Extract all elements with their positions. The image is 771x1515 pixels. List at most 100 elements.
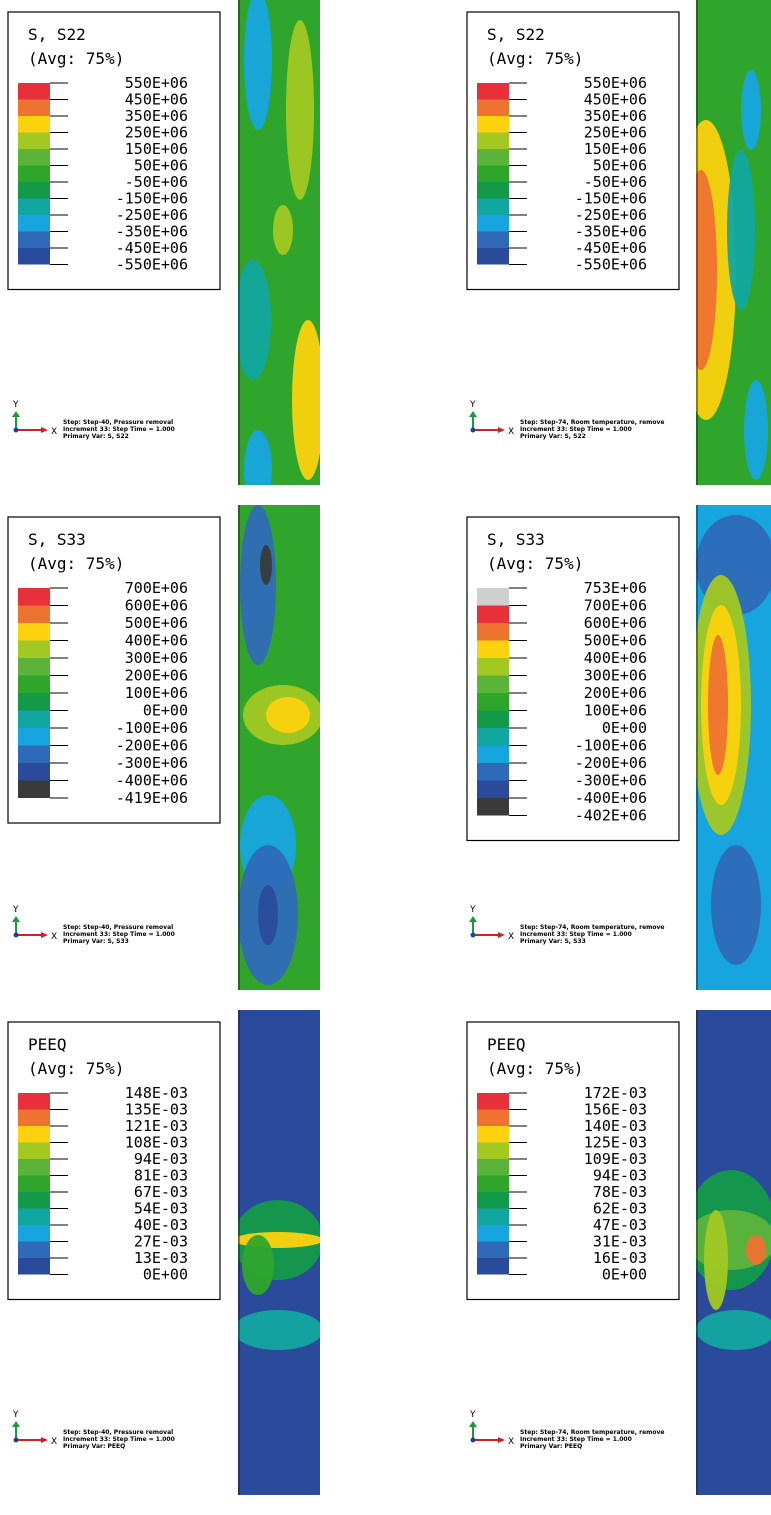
legend-swatch [18,149,50,166]
legend-label: -550E+06 [116,256,188,274]
legend-label: -100E+06 [575,737,647,755]
legend-avg: (Avg: 75%) [28,49,124,68]
legend-label: 300E+06 [584,667,647,685]
legend-swatch [477,231,509,248]
legend-swatch [477,745,509,763]
legend-label: 62E-03 [593,1200,647,1218]
contour-region [242,1235,274,1295]
legend-title: PEEQ [28,1035,67,1054]
legend-label: -200E+06 [116,737,188,755]
legend-swatch [477,693,509,711]
panel: PEEQ (Avg: 75%)148E-03135E-03121E-03108E-… [7,1010,320,1495]
legend-label: 148E-03 [125,1084,188,1102]
increment-text: Increment 33: Step Time = 1.000 [520,931,632,938]
legend-label: 78E-03 [593,1183,647,1201]
axis-y-label: Y [469,905,476,915]
axis-x-label: X [508,932,514,942]
legend-swatch [477,116,509,133]
legend-label: 50E+06 [134,157,188,175]
legend-label: 0E+00 [143,1266,188,1284]
legend-label: 450E+06 [125,91,188,109]
legend-label: 40E-03 [134,1216,188,1234]
triad-origin [470,1437,476,1443]
increment-text: Increment 33: Step Time = 1.000 [63,931,175,938]
legend-label: 172E-03 [584,1084,647,1102]
legend-swatch [477,1159,509,1176]
legend-label: 200E+06 [584,684,647,702]
legend-label: 700E+06 [584,597,647,615]
legend-label: 150E+06 [125,140,188,158]
legend-swatch [18,1093,50,1110]
legend-title: PEEQ [487,1035,526,1054]
legend-label: 600E+06 [584,614,647,632]
legend-label: 109E-03 [584,1150,647,1168]
primary-var-text: Primary Var: S, S22 [63,433,129,440]
legend-label: 54E-03 [134,1200,188,1218]
axis-y-label: Y [12,400,19,410]
legend-swatch [18,248,50,265]
increment-text: Increment 33: Step Time = 1.000 [520,426,632,433]
contour-region [727,150,755,310]
step-text: Step: Step-74, Room temperature, remove [520,924,665,931]
axis-x-label: X [51,427,57,437]
legend-swatch [18,675,50,693]
panel: S, S33 (Avg: 75%)753E+06700E+06600E+06500… [466,505,771,990]
legend-swatch [18,231,50,248]
contour-region [708,635,728,775]
legend-swatch [477,658,509,676]
contour-region [292,320,320,480]
legend-swatch [477,710,509,728]
legend-label: -250E+06 [575,206,647,224]
legend-avg: (Avg: 75%) [28,1059,124,1078]
legend-swatch [18,640,50,658]
legend-title: S, S33 [28,530,86,549]
legend-label: 300E+06 [125,649,188,667]
contour-region [741,70,761,150]
legend-swatch [477,248,509,265]
triad-x-head [498,932,505,938]
triad-y-head [469,916,477,922]
legend-swatch [477,588,509,606]
legend-swatch [477,132,509,149]
legend-label: -350E+06 [575,223,647,241]
legend-label: -450E+06 [116,239,188,257]
contour-plot [238,1010,320,1495]
legend-label: 108E-03 [125,1134,188,1152]
legend-label: 47E-03 [593,1216,647,1234]
axis-y-label: Y [12,905,19,915]
legend-label: 94E-03 [593,1167,647,1185]
legend-label: 81E-03 [134,1167,188,1185]
legend-swatch [18,763,50,781]
legend-swatch [477,1208,509,1225]
legend-label: 0E+00 [602,719,647,737]
legend-swatch [18,165,50,182]
triad-y-head [12,411,20,417]
step-text: Step: Step-74, Room temperature, remove [520,419,665,426]
triad-origin [13,932,19,938]
legend-swatch [18,215,50,232]
legend-label: 13E-03 [134,1249,188,1267]
legend-swatch [477,605,509,623]
triad-x-head [41,1437,48,1443]
legend-swatch [477,198,509,215]
contour-region [746,1235,766,1265]
legend-label: 200E+06 [125,667,188,685]
legend-label: 27E-03 [134,1233,188,1251]
triad-origin [470,932,476,938]
legend-swatch [477,99,509,116]
contour-plot [238,505,320,990]
legend-swatch [477,623,509,641]
increment-text: Increment 33: Step Time = 1.000 [520,1436,632,1443]
legend-swatch [18,1241,50,1258]
axis-y-label: Y [469,1410,476,1420]
legend-label: -150E+06 [575,190,647,208]
axis-x-label: X [51,932,57,942]
primary-var-text: Primary Var: S, S22 [520,433,586,440]
legend-swatch [477,798,509,816]
contour-region [238,260,271,380]
legend-label: 16E-03 [593,1249,647,1267]
primary-var-text: Primary Var: S, S33 [520,938,586,945]
panel: S, S22 (Avg: 75%)550E+06450E+06350E+06250… [466,0,771,485]
contour-plot [696,1010,771,1495]
legend-swatch [18,623,50,641]
